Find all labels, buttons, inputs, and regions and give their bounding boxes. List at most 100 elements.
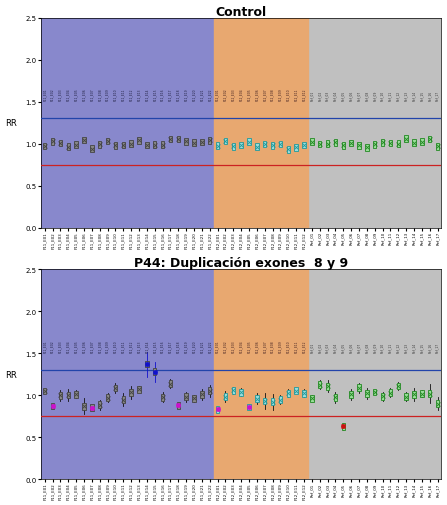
- Bar: [216, 143, 219, 149]
- Text: F11_E09: F11_E09: [105, 339, 110, 352]
- Text: F11_E16: F11_E16: [160, 339, 164, 352]
- Text: F11_E16: F11_E16: [160, 88, 164, 100]
- Text: Ref_09: Ref_09: [373, 341, 377, 352]
- Text: F11_E02: F11_E02: [51, 88, 55, 100]
- Bar: [310, 139, 313, 146]
- Text: F12_E08: F12_E08: [270, 88, 274, 100]
- Bar: [122, 142, 125, 149]
- Text: Ref_13: Ref_13: [404, 90, 408, 100]
- Bar: [302, 142, 306, 149]
- Bar: [43, 388, 46, 394]
- Bar: [428, 136, 431, 143]
- Text: F11_E03: F11_E03: [59, 339, 63, 352]
- Bar: [412, 140, 416, 147]
- Text: Ref_08: Ref_08: [365, 341, 369, 352]
- Text: F11_E06: F11_E06: [82, 88, 86, 100]
- Bar: [333, 139, 337, 146]
- Text: Ref_06: Ref_06: [349, 341, 353, 352]
- Text: F12_E02: F12_E02: [224, 88, 228, 100]
- Text: F11_E08: F11_E08: [97, 88, 101, 100]
- Text: F12_E01: F12_E01: [215, 339, 219, 352]
- Text: F11_E11: F11_E11: [121, 339, 125, 352]
- Bar: [74, 391, 78, 398]
- Bar: [169, 381, 172, 387]
- Text: Ref_15: Ref_15: [420, 90, 424, 100]
- Bar: [214, 19, 308, 228]
- Text: F11_E12: F11_E12: [129, 88, 133, 100]
- Bar: [388, 140, 392, 147]
- Text: Ref_13: Ref_13: [404, 342, 408, 352]
- Text: F12_E12: F12_E12: [302, 88, 306, 100]
- Bar: [67, 144, 70, 151]
- Text: Ref_16: Ref_16: [428, 90, 432, 100]
- Text: F11_E19: F11_E19: [184, 88, 188, 100]
- Text: Ref_06: Ref_06: [349, 90, 353, 100]
- Text: F12_E10: F12_E10: [286, 339, 290, 352]
- Text: F11_E07: F11_E07: [90, 88, 94, 100]
- Text: F12_E07: F12_E07: [263, 339, 267, 352]
- Text: F12_E01: F12_E01: [215, 88, 219, 100]
- Bar: [239, 142, 243, 149]
- Bar: [247, 404, 251, 411]
- Bar: [153, 142, 156, 148]
- Bar: [255, 395, 258, 402]
- Bar: [287, 147, 290, 154]
- Bar: [177, 402, 180, 409]
- Text: F11_E15: F11_E15: [153, 339, 156, 352]
- Bar: [232, 387, 235, 394]
- Text: F11_E10: F11_E10: [114, 88, 118, 100]
- Text: Ref_02: Ref_02: [318, 341, 322, 352]
- Text: Ref_12: Ref_12: [396, 90, 400, 100]
- Text: Ref_01: Ref_01: [310, 90, 314, 100]
- Bar: [420, 390, 423, 397]
- Bar: [129, 141, 133, 148]
- Bar: [208, 138, 211, 144]
- Text: F11_E20: F11_E20: [192, 88, 196, 100]
- Text: F11_E01: F11_E01: [42, 88, 46, 100]
- Text: F11_E20: F11_E20: [192, 339, 196, 352]
- Text: Ref_10: Ref_10: [380, 90, 384, 100]
- Text: F11_E17: F11_E17: [169, 88, 173, 100]
- Bar: [342, 143, 345, 149]
- Bar: [208, 388, 211, 394]
- Bar: [192, 140, 196, 147]
- Bar: [98, 142, 101, 148]
- Text: F12_E04: F12_E04: [239, 339, 243, 352]
- Bar: [405, 393, 408, 400]
- Bar: [51, 403, 54, 410]
- Text: F12_E03: F12_E03: [231, 88, 235, 100]
- Bar: [224, 394, 227, 400]
- Y-axis label: RR: RR: [5, 119, 17, 128]
- Bar: [373, 389, 376, 395]
- Text: F12_E07: F12_E07: [263, 88, 267, 100]
- Text: F12_E06: F12_E06: [255, 88, 259, 100]
- Text: F11_E22: F11_E22: [208, 339, 212, 352]
- Bar: [357, 142, 361, 149]
- Bar: [74, 142, 78, 149]
- Text: F11_E03: F11_E03: [59, 88, 63, 100]
- Text: F11_E19: F11_E19: [184, 339, 188, 352]
- Bar: [51, 139, 54, 145]
- Text: Ref_05: Ref_05: [341, 341, 345, 352]
- Bar: [365, 144, 368, 151]
- Bar: [106, 394, 109, 401]
- Bar: [428, 390, 431, 397]
- Text: F11_E05: F11_E05: [74, 339, 78, 352]
- Text: F11_E21: F11_E21: [200, 88, 204, 100]
- Text: Ref_03: Ref_03: [325, 90, 329, 100]
- Text: F11_E04: F11_E04: [66, 88, 70, 100]
- Bar: [436, 400, 439, 407]
- Bar: [326, 383, 329, 390]
- Bar: [255, 144, 258, 150]
- Bar: [129, 389, 133, 396]
- Text: Ref_07: Ref_07: [357, 341, 361, 352]
- Text: Ref_08: Ref_08: [365, 90, 369, 100]
- Bar: [184, 394, 188, 400]
- Bar: [192, 395, 196, 402]
- Text: F11_E21: F11_E21: [200, 339, 204, 352]
- Bar: [357, 385, 361, 391]
- Text: F11_E13: F11_E13: [137, 339, 141, 352]
- Text: F11_E09: F11_E09: [105, 88, 110, 100]
- Bar: [412, 391, 416, 398]
- Bar: [114, 143, 117, 149]
